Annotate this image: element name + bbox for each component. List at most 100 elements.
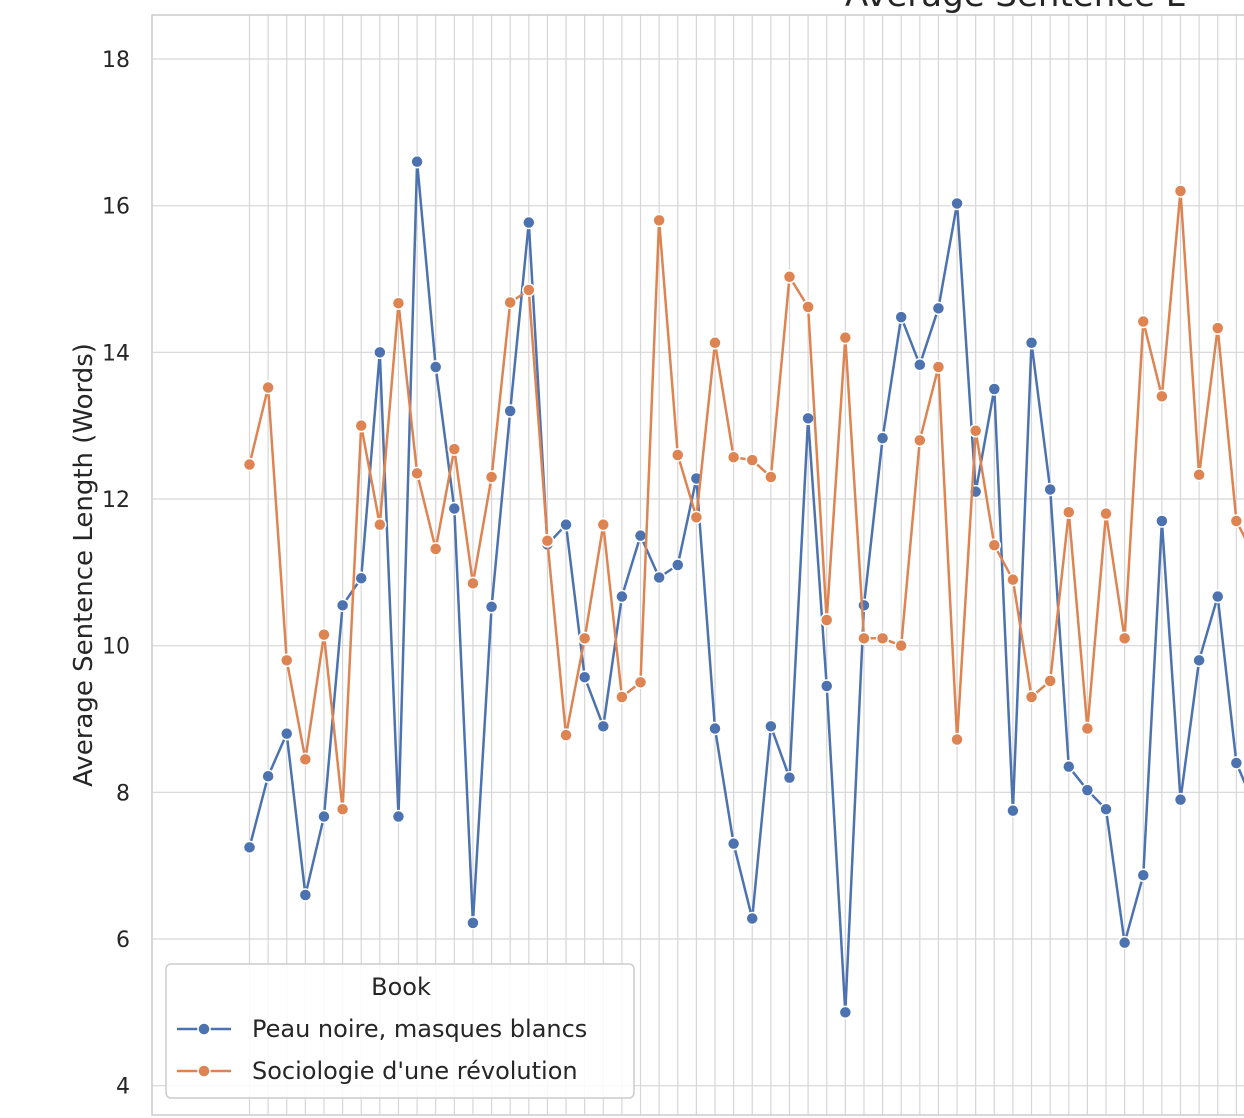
data-point (577, 631, 592, 646)
data-point (652, 213, 666, 228)
data-point (466, 916, 480, 930)
data-point (615, 589, 629, 604)
data-point (354, 418, 368, 433)
data-point (1080, 721, 1095, 736)
data-point (857, 631, 871, 646)
data-point (373, 345, 387, 360)
data-point (1062, 759, 1076, 774)
data-point (261, 380, 275, 395)
data-point (894, 310, 908, 324)
data-point (633, 528, 648, 543)
data-point (1229, 756, 1244, 770)
data-point (1099, 506, 1113, 521)
data-point (745, 911, 759, 926)
y-tick-label: 18 (102, 48, 130, 73)
data-point (428, 360, 443, 374)
data-point (1192, 653, 1206, 668)
data-point (931, 301, 946, 316)
y-tick-label: 16 (102, 195, 130, 220)
legend-entry-sociologie: Sociologie d'une révolution (177, 1057, 578, 1085)
data-point (373, 517, 387, 532)
data-point (615, 690, 629, 704)
data-point (633, 675, 648, 690)
data-point (1043, 482, 1057, 497)
data-point (1136, 314, 1151, 329)
data-point (968, 424, 983, 438)
data-point (782, 270, 797, 284)
data-point (726, 450, 741, 464)
data-point (503, 295, 517, 310)
data-point (838, 1005, 853, 1020)
data-point (1210, 589, 1225, 604)
legend-entry-peau-noire: Peau noire, masques blancs (177, 1015, 587, 1043)
data-point (913, 358, 927, 372)
data-point (764, 719, 778, 734)
data-point (987, 382, 1002, 396)
data-point (1173, 184, 1188, 198)
data-point (279, 726, 294, 741)
data-point (261, 769, 275, 783)
data-point (391, 296, 406, 310)
data-point (1192, 468, 1206, 482)
data-point (1006, 803, 1020, 818)
y-tick-labels: 4 6 8 10 12 14 16 18 (102, 48, 130, 1100)
data-point (1155, 514, 1169, 528)
data-point (745, 453, 759, 467)
data-point (317, 809, 331, 824)
data-point (298, 888, 313, 902)
data-point (987, 538, 1002, 552)
data-point (317, 627, 331, 642)
data-point (894, 638, 908, 653)
data-point (298, 752, 313, 767)
data-point (242, 840, 257, 855)
data-point (596, 517, 611, 532)
y-tick-label: 10 (102, 635, 130, 660)
grid (152, 15, 1244, 1115)
data-point (764, 470, 778, 484)
data-point (1024, 336, 1039, 350)
data-point (875, 431, 890, 445)
data-point (1229, 514, 1244, 528)
data-point (931, 360, 946, 374)
data-point (596, 719, 611, 734)
y-tick-label: 14 (102, 341, 130, 366)
legend-box (165, 963, 635, 1099)
data-point (559, 517, 573, 532)
data-point (466, 576, 480, 591)
data-point (782, 770, 797, 785)
data-point (671, 448, 685, 462)
legend-marker-icon (197, 1064, 211, 1078)
plot-frame (151, 14, 1244, 1116)
series (242, 154, 1244, 1020)
data-point (1210, 321, 1225, 335)
data-point (671, 558, 685, 572)
data-point (1117, 935, 1132, 950)
data-point (484, 600, 499, 614)
data-point (279, 653, 294, 668)
data-point (857, 598, 871, 613)
data-point (335, 802, 350, 816)
y-tick-label: 4 (116, 1075, 130, 1100)
data-point (559, 728, 573, 742)
legend-label-sociologie: Sociologie d'une révolution (252, 1057, 578, 1085)
data-point (1155, 389, 1169, 404)
data-point (577, 670, 592, 684)
data-point (913, 433, 927, 448)
data-point (410, 154, 424, 169)
data-point (708, 721, 722, 736)
data-point (726, 836, 741, 851)
data-point (1006, 572, 1020, 587)
data-point (801, 300, 815, 314)
data-point (652, 570, 666, 585)
data-point (1173, 792, 1188, 807)
series-0 (242, 154, 1244, 1020)
data-point (1099, 802, 1113, 816)
data-point (1136, 868, 1151, 882)
data-point (1117, 631, 1132, 646)
data-point (391, 809, 406, 824)
data-point (447, 501, 462, 516)
data-point (838, 330, 853, 345)
data-point (522, 215, 536, 230)
data-point (801, 411, 815, 426)
